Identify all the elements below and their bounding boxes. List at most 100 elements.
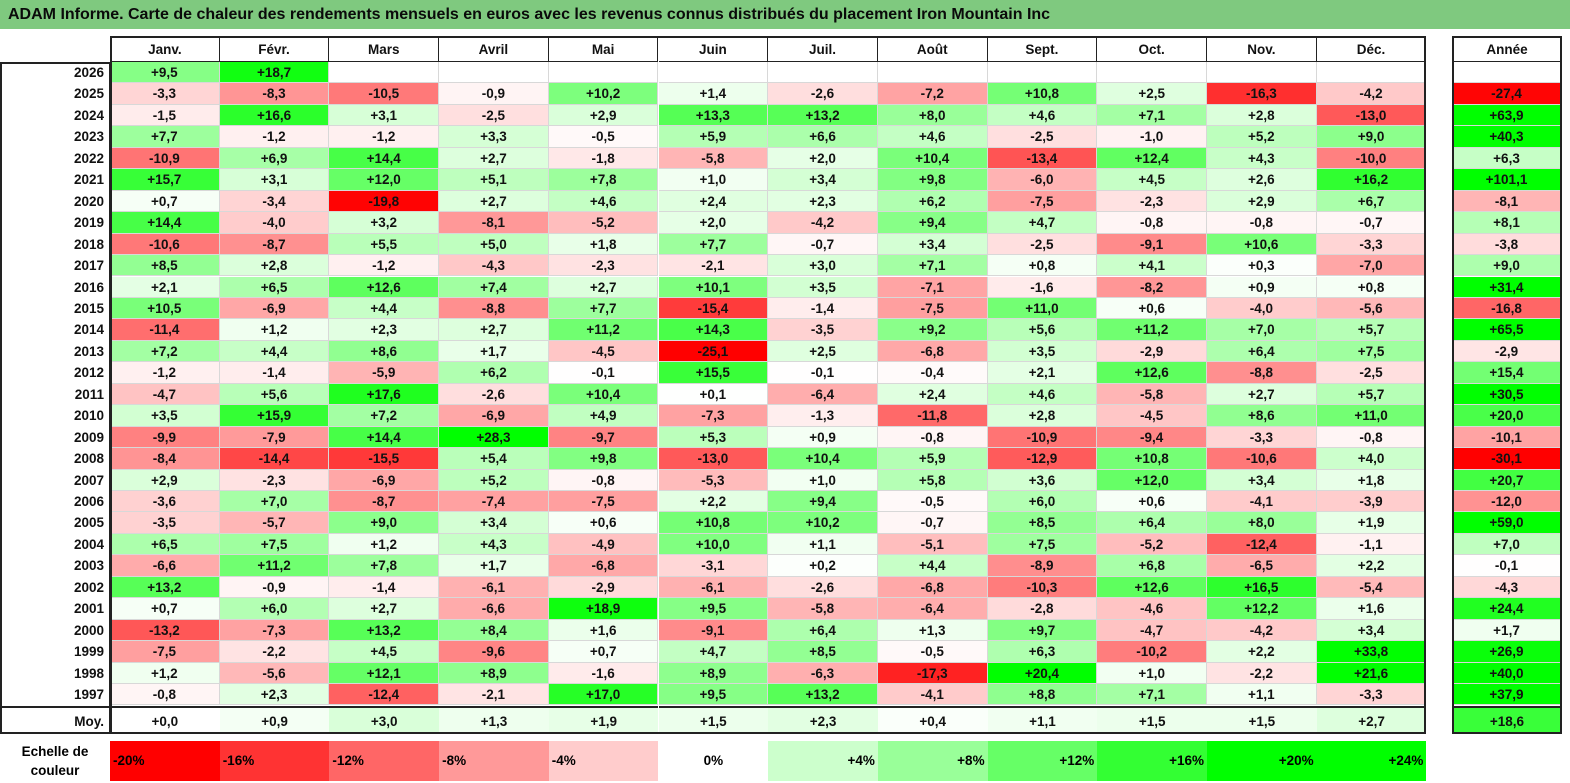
- heatmap-cell: +9,0: [1316, 126, 1427, 148]
- color-scale-step: +4%: [768, 741, 878, 781]
- heatmap-cell: +7,0: [1207, 319, 1317, 341]
- heatmap-cell: +3,4: [439, 512, 549, 534]
- heatmap-cell: +14,3: [658, 319, 769, 341]
- heatmap-cell: +8,8: [987, 684, 1098, 706]
- heatmap-cell: +5,7: [1316, 319, 1427, 341]
- heatmap-cell: +4,6: [987, 104, 1098, 127]
- heatmap-cell: -10,3: [987, 576, 1098, 599]
- heatmap-cell: -6,8: [877, 576, 988, 599]
- average-cell: +1,1: [987, 705, 1098, 734]
- color-scale-step: +12%: [987, 741, 1098, 781]
- heatmap-cell: -3,5: [768, 319, 878, 341]
- heatmap-cell: +7,5: [219, 533, 330, 556]
- heatmap-cell: +13,2: [768, 104, 878, 127]
- year-label: 2020: [73, 193, 104, 209]
- heatmap-cell: -4,2: [1316, 83, 1427, 105]
- average-cell: +1,5: [658, 705, 769, 734]
- average-label: Moy.: [2, 705, 110, 734]
- heatmap-cell: +7,5: [987, 533, 1098, 556]
- heatmap-cell: -0,8: [1316, 426, 1427, 449]
- annual-cell: +20,0: [1452, 405, 1562, 427]
- heatmap-cell: +3,3: [439, 126, 549, 148]
- heatmap-cell: +6,3: [987, 641, 1098, 663]
- heatmap-cell: -0,1: [768, 362, 878, 384]
- heatmap-cell: -10,6: [1207, 448, 1317, 470]
- heatmap-cell: -12,9: [987, 448, 1098, 470]
- heatmap-cell: +6,5: [110, 533, 220, 556]
- heatmap-cell: -6,9: [219, 297, 330, 320]
- heatmap-cell: [1097, 62, 1207, 84]
- heatmap-cell: +4,5: [1097, 169, 1207, 191]
- heatmap-cell: -4,2: [768, 212, 878, 234]
- heatmap-cell: +2,1: [987, 362, 1098, 384]
- heatmap-cell: +10,0: [658, 533, 769, 556]
- heatmap-cell: +0,6: [548, 512, 659, 534]
- heatmap-cell: -1,6: [548, 662, 659, 685]
- heatmap-cell: -7,3: [219, 619, 330, 642]
- heatmap-cell: +4,0: [1316, 448, 1427, 470]
- heatmap-cell: -6,4: [768, 383, 878, 406]
- heatmap-cell: [768, 62, 878, 84]
- heatmap-cell: +9,4: [877, 212, 988, 234]
- heatmap-cell: -13,0: [1316, 104, 1427, 127]
- heatmap-cell: -2,6: [768, 576, 878, 599]
- heatmap-cell: +18,9: [548, 598, 659, 620]
- year-label: 2013: [73, 343, 104, 359]
- heatmap-cell: +10,8: [658, 512, 769, 534]
- heatmap-cell: -0,5: [548, 126, 659, 148]
- heatmap-cell: +0,2: [768, 555, 878, 577]
- heatmap-cell: +1,6: [1316, 598, 1427, 620]
- heatmap-cell: +6,4: [1097, 512, 1207, 534]
- heatmap-cell: +6,5: [219, 276, 330, 298]
- heatmap-cell: +11,2: [1097, 319, 1207, 341]
- heatmap-cell: -2,6: [768, 83, 878, 105]
- average-cell: +2,3: [768, 705, 878, 734]
- annual-cell: -0,1: [1452, 555, 1562, 577]
- heatmap-cell: -0,8: [1207, 212, 1317, 234]
- heatmap-cell: +7,5: [1316, 340, 1427, 363]
- heatmap-cell: +9,5: [658, 598, 769, 620]
- heatmap-cell: +3,0: [768, 255, 878, 277]
- year-label: 2017: [73, 258, 104, 274]
- heatmap-cell: +2,8: [1207, 104, 1317, 127]
- heatmap-cell: +11,2: [548, 319, 659, 341]
- heatmap-cell: -5,1: [877, 533, 988, 556]
- heatmap-cell: +8,9: [658, 662, 769, 685]
- year-label: 2000: [73, 622, 104, 638]
- color-scale-step: -4%: [548, 741, 659, 781]
- heatmap-cell: -6,8: [877, 340, 988, 363]
- heatmap-cell: -7,5: [110, 641, 220, 663]
- heatmap-cell: +4,3: [1207, 147, 1317, 170]
- heatmap-cell: -1,0: [1097, 126, 1207, 148]
- heatmap-cell: +10,4: [548, 383, 659, 406]
- heatmap-cell: -2,3: [548, 255, 659, 277]
- year-label: 2006: [73, 494, 104, 509]
- heatmap-cell: +8,0: [877, 104, 988, 127]
- heatmap-cell: -7,5: [548, 491, 659, 513]
- heatmap-cell: -6,6: [110, 555, 220, 577]
- heatmap-cell: [1316, 62, 1427, 84]
- heatmap-cell: -1,4: [219, 362, 330, 384]
- heatmap-cell: +3,2: [329, 212, 440, 234]
- heatmap-cell: +3,4: [768, 169, 878, 191]
- heatmap-cell: -0,5: [877, 491, 988, 513]
- color-scale-step: -8%: [439, 741, 549, 781]
- heatmap-cell: +1,4: [658, 83, 769, 105]
- heatmap-cell: -13,2: [110, 619, 220, 642]
- heatmap-cell: -10,9: [987, 426, 1098, 449]
- heatmap-cell: +5,9: [877, 448, 988, 470]
- heatmap-cell: -15,4: [658, 297, 769, 320]
- heatmap-cell: -2,1: [439, 684, 549, 706]
- heatmap-cell: +16,5: [1207, 576, 1317, 599]
- heatmap-cell: -6,1: [658, 576, 769, 599]
- month-header: Sept.: [987, 36, 1098, 62]
- year-label: 2025: [73, 86, 104, 102]
- heatmap-cell: +8,0: [1207, 512, 1317, 534]
- heatmap-cell: -1,6: [987, 276, 1098, 298]
- heatmap-cell: +8,9: [439, 662, 549, 685]
- average-cell: +3,0: [329, 705, 440, 734]
- heatmap-cell: -6,0: [987, 169, 1098, 191]
- heatmap-cell: -19,8: [329, 190, 440, 213]
- average-cell: +1,5: [1207, 705, 1317, 734]
- heatmap-cell: +3,6: [987, 469, 1098, 491]
